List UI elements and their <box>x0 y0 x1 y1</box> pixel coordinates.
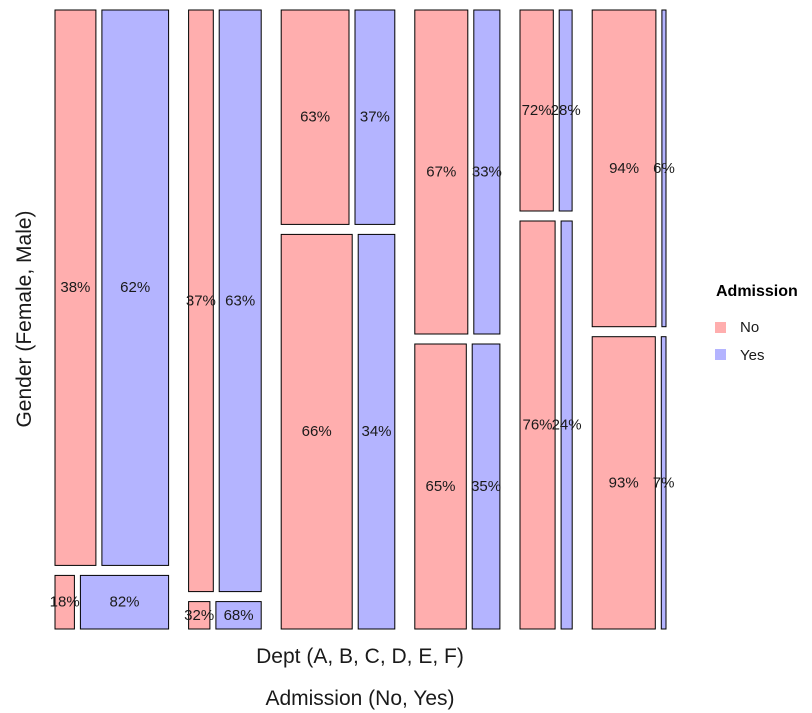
label-dept-d-male-no: 67% <box>426 164 456 181</box>
legend-swatch-no <box>715 322 726 333</box>
x-axis-title: Dept (A, B, C, D, E, F) <box>256 645 464 668</box>
cell-dept-a-female-yes <box>79 574 170 630</box>
cell-dept-d-female-yes <box>471 343 501 630</box>
cell-dept-b-female-no <box>188 601 211 630</box>
label-dept-f-female-yes: 7% <box>653 474 675 491</box>
cell-dept-e-male-yes <box>558 9 573 212</box>
cell-dept-c-female-no <box>280 233 353 630</box>
legend-label-yes: Yes <box>740 347 764 364</box>
label-dept-a-male-yes: 62% <box>120 279 150 296</box>
cell-dept-e-male-no <box>519 9 554 212</box>
legend-title: Admission <box>716 283 798 300</box>
legend-label-no: No <box>740 319 759 336</box>
cell-dept-e-female-no <box>519 220 556 630</box>
cell-dept-e-female-yes <box>560 220 573 630</box>
y-axis-title: Gender (Female, Male) <box>13 210 36 427</box>
cell-dept-f-female-no <box>591 336 656 630</box>
label-dept-b-female-yes: 68% <box>224 607 254 624</box>
x2-axis-title: Admission (No, Yes) <box>265 687 454 710</box>
label-dept-c-male-yes: 37% <box>360 109 390 126</box>
legend-swatch-yes <box>715 349 726 360</box>
cell-dept-b-female-yes <box>215 601 262 630</box>
label-dept-d-female-yes: 35% <box>471 478 501 495</box>
cell-dept-b-male-no <box>188 9 214 593</box>
label-dept-b-male-yes: 63% <box>225 292 255 309</box>
label-dept-e-male-no: 72% <box>522 102 552 119</box>
label-dept-b-female-no: 32% <box>184 607 214 624</box>
label-dept-a-male-no: 38% <box>60 279 90 296</box>
label-dept-e-male-yes: 28% <box>551 102 581 119</box>
label-dept-f-male-no: 94% <box>609 160 639 177</box>
mosaic-cells <box>54 9 667 630</box>
cell-dept-c-male-no <box>280 9 350 225</box>
cell-dept-a-male-no <box>54 9 97 566</box>
legend: Admission No Yes <box>715 283 798 364</box>
cell-dept-f-male-no <box>591 9 657 328</box>
label-dept-e-female-no: 76% <box>522 417 552 434</box>
cell-dept-f-male-yes <box>661 9 667 328</box>
label-dept-c-female-yes: 34% <box>361 423 391 440</box>
label-dept-d-male-yes: 33% <box>472 164 502 181</box>
cell-dept-c-male-yes <box>354 9 396 225</box>
mosaic-cell-labels: 38% 62% 18% 82% 37% 63% 32% 68% 63% 37% 66% 34% 67% 3… <box>50 102 675 624</box>
cell-dept-a-male-yes <box>101 9 170 566</box>
cell-dept-d-male-no <box>414 9 469 335</box>
cell-dept-a-female-no <box>54 574 75 630</box>
label-dept-f-male-yes: 6% <box>653 160 675 177</box>
label-dept-d-female-no: 65% <box>425 478 455 495</box>
cell-dept-f-female-yes <box>660 336 667 630</box>
cell-dept-d-female-no <box>414 343 467 630</box>
cell-dept-c-female-yes <box>357 233 396 630</box>
label-dept-c-male-no: 63% <box>300 109 330 126</box>
cell-dept-d-male-yes <box>473 9 501 335</box>
label-dept-f-female-no: 93% <box>609 474 639 491</box>
label-dept-b-male-no: 37% <box>186 292 216 309</box>
cell-dept-b-male-yes <box>218 9 262 593</box>
label-dept-a-female-no: 18% <box>50 594 80 611</box>
label-dept-e-female-yes: 24% <box>552 417 582 434</box>
label-dept-c-female-no: 66% <box>302 423 332 440</box>
label-dept-a-female-yes: 82% <box>109 594 139 611</box>
